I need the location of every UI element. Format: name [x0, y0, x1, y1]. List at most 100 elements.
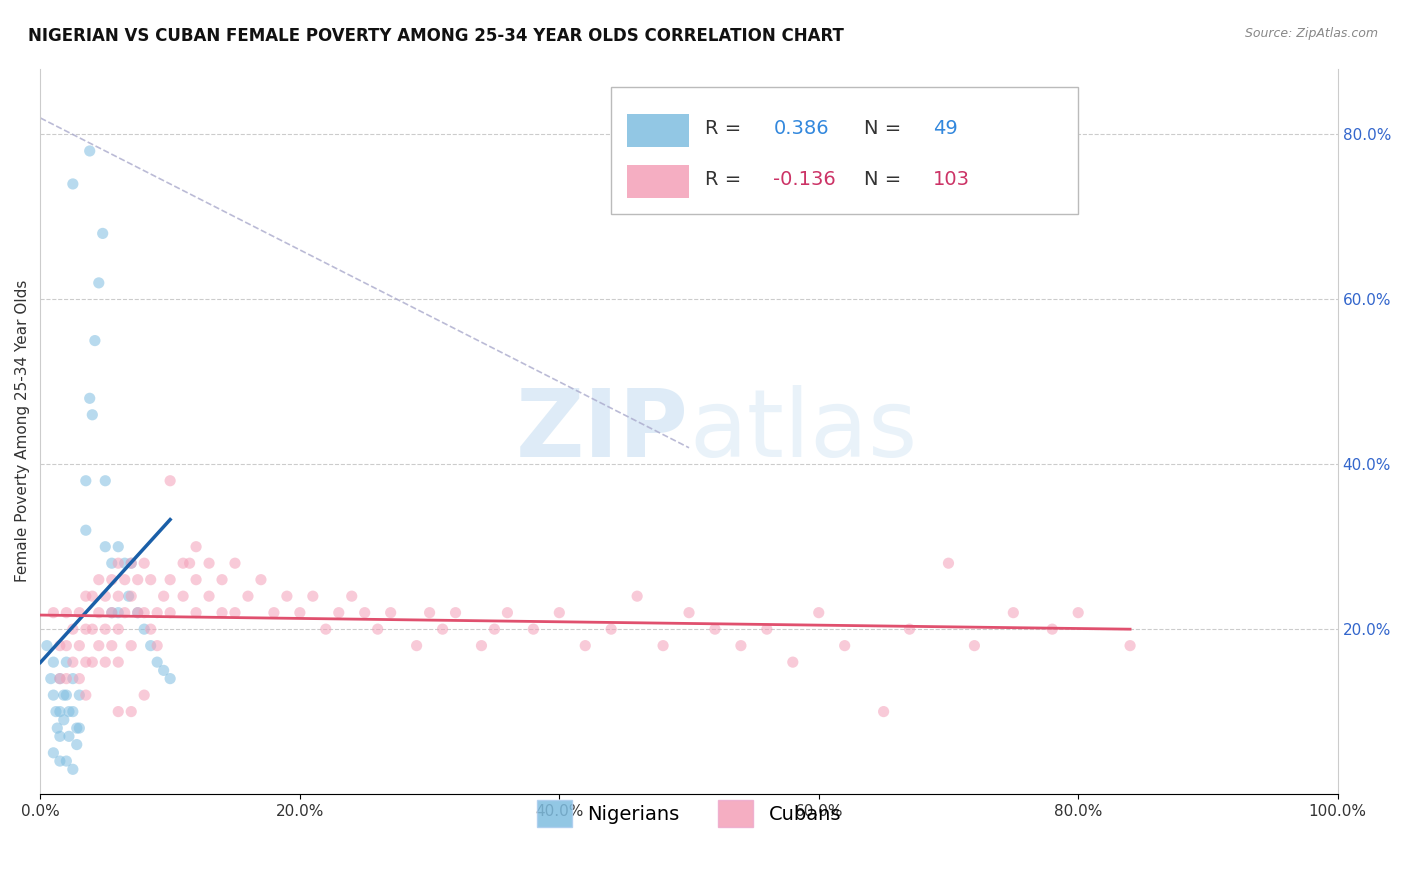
Point	[496, 606, 519, 620]
Point	[1002, 606, 1025, 620]
Point	[107, 556, 129, 570]
Point	[152, 589, 174, 603]
Point	[127, 573, 149, 587]
Point	[184, 573, 207, 587]
Point	[79, 144, 101, 158]
Point	[470, 639, 492, 653]
Point	[46, 721, 69, 735]
Point	[52, 688, 75, 702]
Point	[419, 606, 441, 620]
Point	[139, 622, 162, 636]
Text: N =: N =	[865, 120, 908, 138]
Point	[159, 474, 181, 488]
Point	[107, 705, 129, 719]
Point	[100, 606, 122, 620]
Point	[75, 474, 97, 488]
Point	[35, 639, 58, 653]
Point	[82, 622, 104, 636]
Point	[172, 556, 194, 570]
Point	[62, 762, 84, 776]
Text: N =: N =	[865, 170, 908, 189]
Point	[807, 606, 830, 620]
Text: R =: R =	[704, 120, 747, 138]
Point	[107, 606, 129, 620]
Point	[288, 606, 311, 620]
Point	[600, 622, 623, 636]
Point	[49, 705, 72, 719]
Point	[146, 639, 169, 653]
Point	[91, 227, 114, 241]
Point	[127, 606, 149, 620]
Point	[55, 606, 77, 620]
Point	[58, 729, 80, 743]
Point	[49, 754, 72, 768]
Text: 0.386: 0.386	[773, 120, 830, 138]
Point	[67, 639, 90, 653]
Point	[82, 655, 104, 669]
Point	[94, 474, 117, 488]
Point	[574, 639, 596, 653]
Point	[94, 540, 117, 554]
Text: -0.136: -0.136	[773, 170, 837, 189]
Text: 103: 103	[934, 170, 970, 189]
Point	[62, 672, 84, 686]
Point	[107, 622, 129, 636]
Point	[49, 672, 72, 686]
Point	[134, 556, 156, 570]
Text: 49: 49	[934, 120, 957, 138]
Point	[159, 606, 181, 620]
Text: Source: ZipAtlas.com: Source: ZipAtlas.com	[1244, 27, 1378, 40]
Point	[146, 606, 169, 620]
Point	[120, 639, 142, 653]
Point	[432, 622, 454, 636]
Point	[107, 655, 129, 669]
Point	[315, 622, 337, 636]
Point	[66, 721, 89, 735]
Point	[172, 589, 194, 603]
FancyBboxPatch shape	[627, 114, 689, 147]
Point	[75, 523, 97, 537]
Point	[42, 606, 65, 620]
Text: R =: R =	[704, 170, 747, 189]
Point	[224, 606, 246, 620]
Point	[100, 573, 122, 587]
Point	[120, 589, 142, 603]
Point	[301, 589, 323, 603]
Point	[730, 639, 752, 653]
Point	[159, 672, 181, 686]
Point	[184, 606, 207, 620]
Point	[139, 573, 162, 587]
Point	[211, 573, 233, 587]
Point	[100, 606, 122, 620]
Point	[263, 606, 285, 620]
Point	[107, 540, 129, 554]
Point	[62, 705, 84, 719]
Point	[236, 589, 259, 603]
Point	[211, 606, 233, 620]
Point	[67, 721, 90, 735]
Point	[49, 672, 72, 686]
Point	[184, 540, 207, 554]
Point	[444, 606, 467, 620]
Point	[1119, 639, 1142, 653]
Point	[42, 746, 65, 760]
Point	[94, 622, 117, 636]
Point	[55, 754, 77, 768]
Point	[67, 688, 90, 702]
Point	[353, 606, 375, 620]
Point	[55, 672, 77, 686]
Point	[963, 639, 986, 653]
Point	[898, 622, 921, 636]
Point	[120, 705, 142, 719]
Point	[872, 705, 894, 719]
Point	[120, 556, 142, 570]
Point	[522, 622, 544, 636]
Point	[49, 639, 72, 653]
Point	[626, 589, 648, 603]
Point	[120, 556, 142, 570]
Point	[114, 606, 136, 620]
Point	[117, 589, 139, 603]
Point	[75, 655, 97, 669]
Text: NIGERIAN VS CUBAN FEMALE POVERTY AMONG 25-34 YEAR OLDS CORRELATION CHART: NIGERIAN VS CUBAN FEMALE POVERTY AMONG 2…	[28, 27, 844, 45]
Point	[146, 655, 169, 669]
